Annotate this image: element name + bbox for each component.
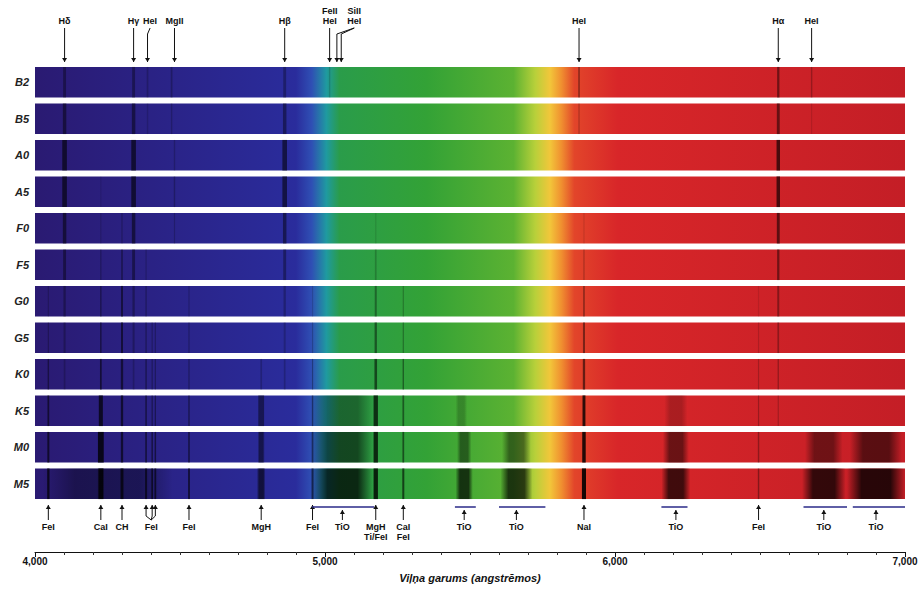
svg-text:G5: G5 <box>14 332 30 344</box>
svg-text:G0: G0 <box>14 295 30 307</box>
svg-text:B5: B5 <box>15 113 30 125</box>
svg-text:FeI: FeI <box>752 522 765 532</box>
svg-text:5,000: 5,000 <box>312 556 337 567</box>
svg-text:6,000: 6,000 <box>602 556 627 567</box>
svg-text:F0: F0 <box>16 222 30 234</box>
svg-text:Hδ: Hδ <box>59 16 71 26</box>
svg-text:CaI: CaI <box>94 522 108 532</box>
svg-text:HeI: HeI <box>347 16 361 26</box>
svg-text:TiO: TiO <box>816 522 831 532</box>
svg-text:TiO: TiO <box>869 522 884 532</box>
svg-text:SiII: SiII <box>347 6 361 16</box>
svg-text:F5: F5 <box>16 259 30 271</box>
svg-text:FeI: FeI <box>182 522 195 532</box>
svg-text:TiO: TiO <box>509 522 524 532</box>
svg-text:TiO: TiO <box>457 522 472 532</box>
svg-text:7,000: 7,000 <box>892 556 917 567</box>
svg-text:NaI: NaI <box>577 522 591 532</box>
svg-text:MgH: MgH <box>251 522 271 532</box>
svg-text:Hγ: Hγ <box>128 16 140 26</box>
svg-text:CH: CH <box>116 522 129 532</box>
svg-text:B2: B2 <box>15 76 29 88</box>
svg-text:HeI: HeI <box>323 16 337 26</box>
svg-text:MgII: MgII <box>165 16 183 26</box>
svg-text:M5: M5 <box>14 478 30 490</box>
svg-text:Viļņa garums (angstrēmos): Viļņa garums (angstrēmos) <box>399 572 541 584</box>
svg-text:Ti/FeI: Ti/FeI <box>364 532 387 542</box>
svg-text:FeII: FeII <box>322 6 338 16</box>
svg-text:HeI: HeI <box>805 16 819 26</box>
svg-text:FeI: FeI <box>42 522 55 532</box>
svg-text:K0: K0 <box>15 368 30 380</box>
svg-text:4,000: 4,000 <box>22 556 47 567</box>
svg-text:TiO: TiO <box>335 522 350 532</box>
svg-text:Hα: Hα <box>772 16 784 26</box>
svg-text:A5: A5 <box>14 186 30 198</box>
svg-text:A0: A0 <box>14 149 30 161</box>
svg-text:FeI: FeI <box>397 532 410 542</box>
svg-text:HeI: HeI <box>572 16 586 26</box>
svg-text:HeI: HeI <box>143 16 157 26</box>
svg-text:FeI: FeI <box>306 522 319 532</box>
svg-text:TiO: TiO <box>668 522 683 532</box>
svg-text:CaI: CaI <box>396 522 410 532</box>
svg-text:M0: M0 <box>14 441 30 453</box>
svg-text:FeI: FeI <box>145 522 158 532</box>
svg-text:Hβ: Hβ <box>279 16 291 26</box>
svg-text:K5: K5 <box>15 405 30 417</box>
svg-text:MgH: MgH <box>366 522 386 532</box>
